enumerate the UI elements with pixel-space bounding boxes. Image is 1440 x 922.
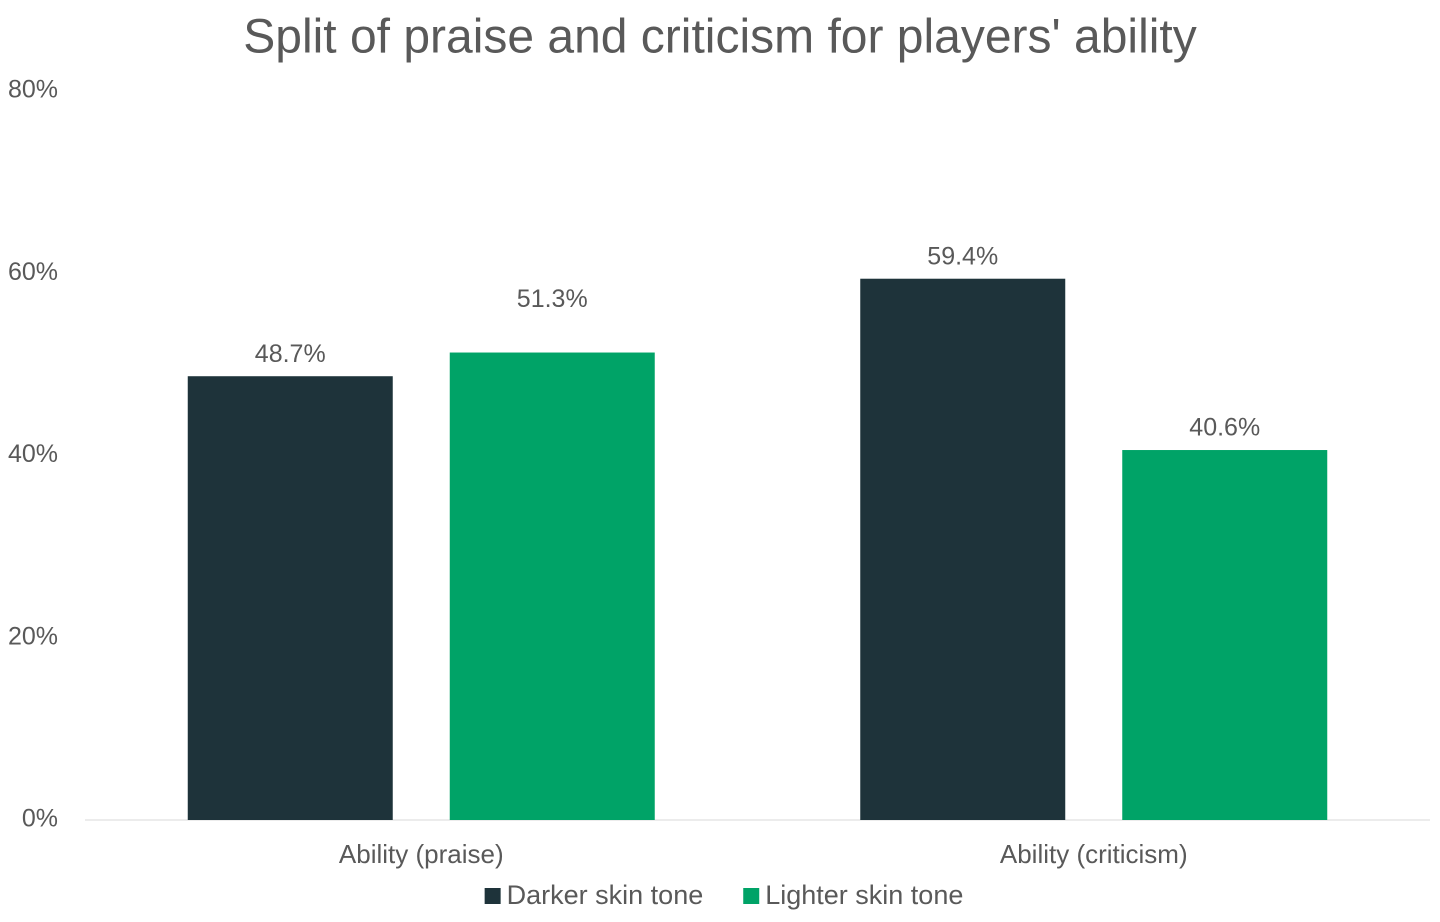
bar [1122,450,1328,820]
data-label: 40.6% [1189,414,1260,442]
y-tick-label: 0% [22,805,58,833]
x-tick-label: Ability (praise) [339,839,504,869]
y-tick-label: 80% [8,76,58,104]
y-tick-label: 60% [8,258,58,286]
legend: Darker skin tone Lighter skin tone [484,880,963,910]
data-label: 48.7% [255,340,326,368]
x-tick-label: Ability (criticism) [1000,839,1188,869]
y-tick-label: 40% [8,440,58,468]
y-tick-label: 20% [8,622,58,650]
legend-swatch [743,888,760,904]
data-label: 59.4% [927,242,998,270]
bar [187,376,393,820]
legend-label: Darker skin tone [507,880,704,910]
legend-swatch [484,888,501,904]
bar [860,278,1066,820]
legend-label: Lighter skin tone [765,880,963,910]
bar [449,352,655,820]
data-label: 51.3% [517,285,588,313]
chart-title: Split of praise and criticism for player… [243,11,1197,64]
